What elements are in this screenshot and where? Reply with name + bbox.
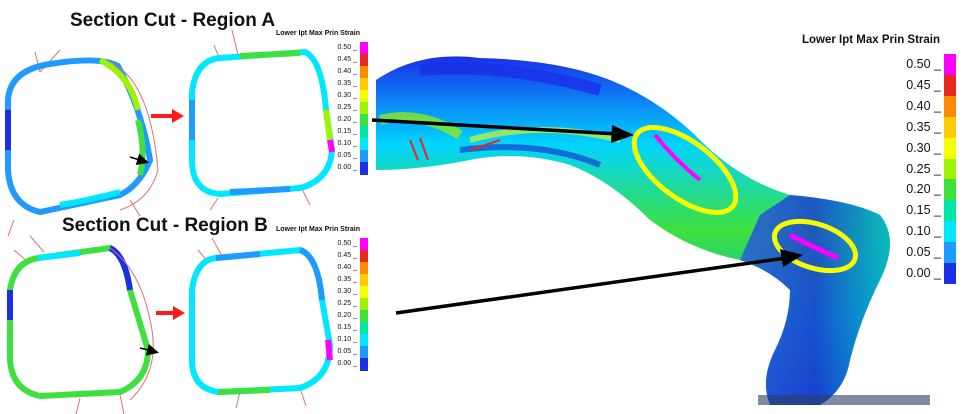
highlight-ellipse-region-a (631, 125, 739, 215)
legend-tick-label: 0.50 _ (906, 56, 941, 71)
legend-title: Lower Ipt Max Prin Strain (802, 34, 941, 46)
legend-tick-label: 0.30 _ (337, 91, 357, 99)
legend-swatch (360, 126, 368, 139)
legend-swatch (944, 116, 956, 139)
legend-swatch (944, 179, 956, 201)
legend-swatch (360, 78, 368, 91)
legend-tick-label: 0.00 _ (337, 163, 357, 171)
legend-swatch (944, 221, 956, 243)
legend-swatch (944, 95, 956, 118)
highlight-ellipse-region-b (771, 218, 859, 274)
legend-tick-label: 0.10 _ (906, 224, 941, 239)
legend-swatch (360, 42, 368, 55)
legend-tick-label: 0.30 _ (337, 287, 357, 295)
legend-color-bar (360, 42, 368, 175)
legend-swatch (944, 158, 956, 180)
legend-swatch (360, 162, 368, 175)
legend-tick-label: 0.40 _ (337, 263, 357, 271)
legend-swatch (360, 274, 368, 287)
legend-swatch (360, 114, 368, 127)
legend-swatch (360, 250, 368, 263)
legend-tick-label: 0.00 _ (337, 359, 357, 367)
legend-swatch (360, 54, 368, 67)
section-cut-region-b-title: Section Cut - Region B (62, 215, 268, 236)
legend-swatch (360, 334, 368, 347)
legend-swatch (360, 90, 368, 103)
callout-arrow-region-a (371, 118, 634, 143)
legend-swatch (944, 200, 956, 222)
legend-tick-label: 0.20 _ (906, 182, 941, 197)
legend-tick-label: 0.10 _ (337, 139, 357, 147)
legend-swatch (360, 298, 368, 311)
legend-swatch (360, 286, 368, 299)
legend-tick-label: 0.05 _ (906, 245, 941, 260)
legend-swatch (360, 102, 368, 115)
legend-swatch (360, 346, 368, 359)
strain-legend-region-b: Lower Ipt Max Prin Strain 0.50 _ 0.45 _ 0.… (276, 226, 376, 371)
legend-tick-label: 0.10 _ (337, 335, 357, 343)
region-b-section-before (7, 235, 159, 414)
legend-swatch (360, 358, 368, 371)
legend-tick-label: 0.50 _ (337, 43, 357, 51)
legend-swatch (360, 66, 368, 79)
legend-tick-label: 0.25 _ (906, 161, 941, 176)
legend-tick-label: 0.35 _ (337, 79, 357, 87)
legend-swatch (360, 150, 368, 163)
section-cut-region-a-title: Section Cut - Region A (70, 10, 276, 31)
region-b-section-after (189, 237, 334, 409)
legend-tick-label: 0.15 _ (337, 323, 357, 331)
legend-tick-label: 0.05 _ (337, 151, 357, 159)
legend-tick-label: 0.25 _ (337, 103, 357, 111)
legend-title: Lower Ipt Max Prin Strain (276, 226, 361, 233)
legend-tick-label: 0.40 _ (906, 98, 941, 113)
legend-tick-label: 0.15 _ (906, 203, 941, 218)
strain-legend-region-a: Lower Ipt Max Prin Strain 0.50 _ 0.45 _ 0.… (276, 30, 376, 175)
region-a-red-arrow (151, 109, 184, 123)
legend-tick-label: 0.45 _ (337, 55, 357, 63)
legend-tick-label: 0.35 _ (337, 275, 357, 283)
legend-tick-label: 0.25 _ (337, 299, 357, 307)
region-a-section-before (5, 49, 159, 237)
legend-tick-label: 0.45 _ (337, 251, 357, 259)
legend-tick-label: 0.15 _ (337, 127, 357, 135)
legend-tick-label: 0.35 _ (906, 119, 941, 134)
legend-tick-label: 0.50 _ (337, 239, 357, 247)
legend-swatch (360, 238, 368, 251)
region-b-red-arrow (156, 306, 185, 320)
legend-tick-label: 0.20 _ (337, 115, 357, 123)
legend-swatch (360, 322, 368, 335)
legend-color-bar (360, 238, 368, 371)
legend-swatch (944, 137, 956, 160)
legend-swatch (944, 54, 956, 76)
strain-legend-main: Lower Ipt Max Prin Strain 0.50 _ 0.45 _ 0.… (802, 34, 960, 285)
legend-swatch (360, 310, 368, 323)
legend-tick-label: 0.20 _ (337, 311, 357, 319)
legend-tick-label: 0.00 _ (906, 266, 941, 281)
callout-arrow-region-b (395, 249, 803, 315)
legend-color-bar (944, 54, 956, 285)
legend-tick-label: 0.40 _ (337, 67, 357, 75)
legend-swatch (944, 263, 956, 285)
legend-tick-label: 0.30 _ (906, 140, 941, 155)
legend-swatch (360, 138, 368, 151)
legend-title: Lower Ipt Max Prin Strain (276, 30, 361, 37)
region-a-section-after (189, 29, 336, 211)
legend-tick-label: 0.05 _ (337, 347, 357, 355)
legend-swatch (360, 262, 368, 275)
legend-swatch (944, 242, 956, 264)
legend-swatch (944, 74, 956, 97)
legend-tick-label: 0.45 _ (906, 77, 941, 92)
